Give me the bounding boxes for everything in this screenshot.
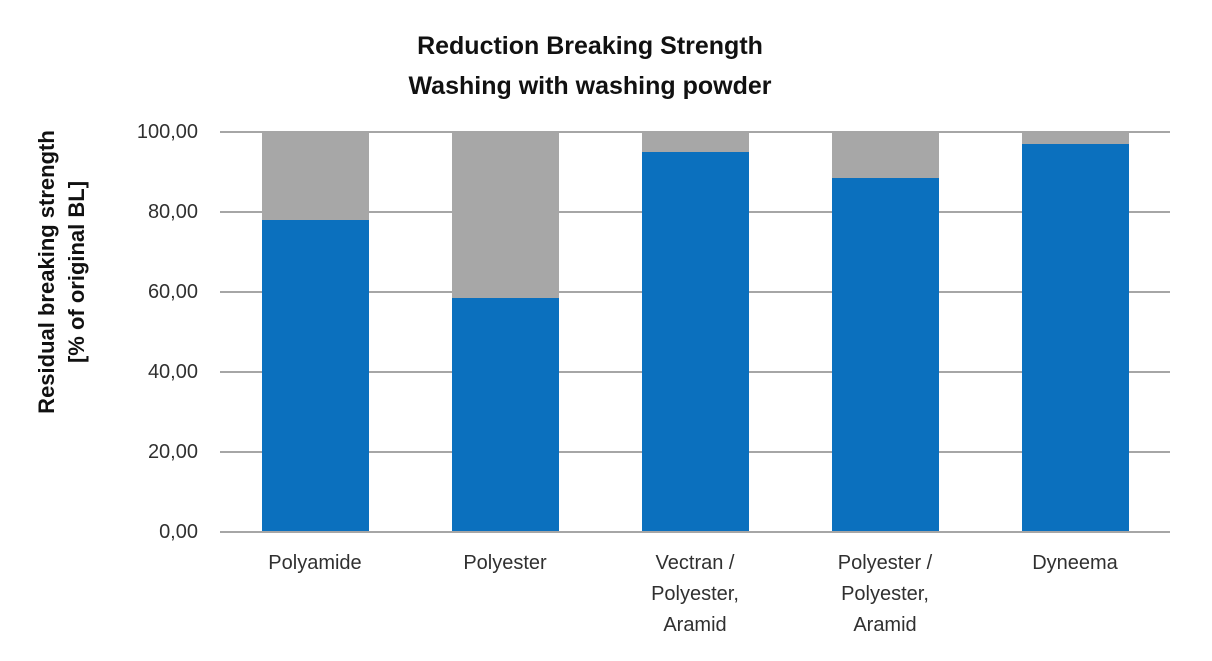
x-category-label-line: Aramid — [853, 614, 917, 636]
x-category-label-line: Polyester — [463, 552, 547, 574]
bar-segment-reduction-gray — [1021, 132, 1129, 144]
gridline — [220, 531, 1170, 533]
x-category-label: Polyester — [410, 548, 600, 579]
x-category-label-line: Aramid — [663, 614, 727, 636]
x-category-label-line: Vectran / — [655, 552, 735, 574]
x-category-label: Dyneema — [980, 548, 1170, 579]
y-tick-label: 60,00 — [147, 281, 198, 303]
x-category-label: Polyamide — [220, 548, 410, 579]
x-category-label-line: Polyester, — [841, 583, 929, 605]
bar-group — [451, 132, 559, 532]
x-category-label-line: Dyneema — [1032, 552, 1118, 574]
bar-segment-reduction-gray — [451, 132, 559, 298]
bar-group — [261, 132, 369, 532]
y-tick-label: 40,00 — [147, 361, 198, 383]
y-tick-label: 80,00 — [147, 201, 198, 223]
bar-segment-residual-blue — [831, 178, 939, 532]
gridline — [220, 131, 1170, 133]
bar-segment-reduction-gray — [831, 132, 939, 178]
x-category-label-line: Polyester, — [651, 583, 739, 605]
bar-group — [641, 132, 749, 532]
plot-area — [220, 131, 1170, 533]
chart-title-line2: Washing with washing powder — [408, 72, 772, 100]
x-category-label-line: Polyester / — [837, 552, 933, 574]
x-category-label: Polyester / Polyester, Aramid — [790, 548, 980, 641]
chart-title: Reduction Breaking Strength Washing with… — [0, 26, 1180, 106]
x-category-label-line: Polyamide — [268, 552, 362, 574]
bar-group — [831, 132, 939, 532]
bar-segment-residual-blue — [261, 220, 369, 532]
y-tick-label: 0,00 — [159, 521, 198, 543]
bar-group — [1021, 132, 1129, 532]
y-tick-label: 20,00 — [147, 441, 198, 463]
bar-segment-reduction-gray — [641, 132, 749, 152]
bar-segment-residual-blue — [1021, 144, 1129, 532]
y-tick-label: 100,00 — [136, 121, 198, 143]
x-category-label: Vectran / Polyester, Aramid — [600, 548, 790, 641]
bar-segment-reduction-gray — [261, 132, 369, 220]
bar-segment-residual-blue — [641, 152, 749, 532]
chart-title-line1: Reduction Breaking Strength — [417, 32, 763, 60]
bar-segment-residual-blue — [451, 298, 559, 532]
